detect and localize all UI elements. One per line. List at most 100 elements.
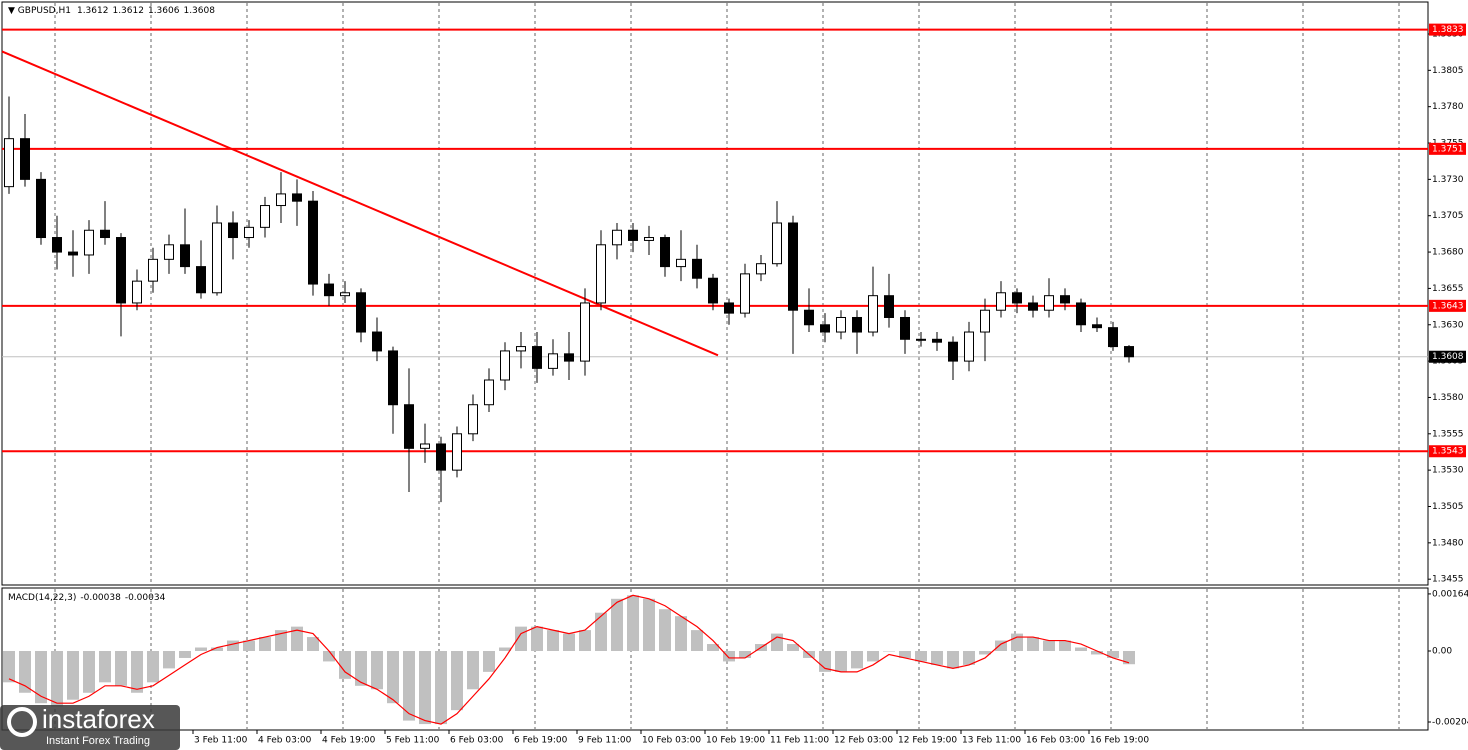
candle-body <box>580 302 590 362</box>
candle-body <box>148 258 158 282</box>
candle-body <box>164 244 174 260</box>
macd-bar <box>995 640 1007 651</box>
logo-box <box>0 705 180 750</box>
candle-body <box>436 443 446 471</box>
x-tick-label: 6 Feb 03:00 <box>450 736 504 746</box>
candle-body <box>1060 295 1070 304</box>
macd-bar <box>595 612 607 651</box>
macd-bar <box>947 650 959 669</box>
macd-bar <box>739 650 751 658</box>
macd-bar <box>899 650 911 658</box>
candle-body <box>884 295 894 318</box>
candle-body <box>36 178 46 239</box>
macd-title: MACD(14,22,3) <box>8 593 76 603</box>
macd-value: -0.00038 <box>80 593 121 603</box>
candle-body <box>916 338 926 341</box>
candle-body <box>132 280 142 304</box>
level-label: 1.3543 <box>1432 447 1464 457</box>
candle-body <box>484 379 494 406</box>
level-label-box <box>1429 142 1466 155</box>
candle-body <box>804 309 814 326</box>
candle-body <box>532 346 542 369</box>
macd-bar <box>547 630 559 651</box>
candle-body <box>852 316 862 333</box>
candle-body <box>756 263 766 275</box>
candle-body <box>292 193 302 202</box>
candle-body <box>836 316 846 333</box>
current-price-box <box>1429 350 1466 363</box>
x-tick-label: 12 Feb 19:00 <box>898 736 957 746</box>
macd-bar <box>931 650 943 665</box>
signal-line <box>8 594 1130 725</box>
macd-bar <box>275 630 287 651</box>
candle-body <box>468 404 478 435</box>
candle-body <box>340 292 350 297</box>
macd-bar <box>1059 640 1071 651</box>
candle-body <box>788 222 798 311</box>
signal-value: -0.00034 <box>125 593 166 603</box>
header-value: 1.3606 <box>148 6 180 16</box>
candle-body <box>180 244 190 268</box>
candle-body <box>708 277 718 304</box>
macd-bar <box>467 650 479 690</box>
y-tick-label: 1.3705 <box>1432 211 1464 221</box>
macd-bar <box>1107 650 1119 658</box>
macd-bar <box>243 640 255 651</box>
candle-body <box>20 138 30 180</box>
macd-bar <box>515 626 527 651</box>
macd-bar <box>483 650 495 672</box>
x-tick-label: 6 Feb 19:00 <box>514 736 568 746</box>
candle-body <box>452 433 462 471</box>
macd-bar <box>835 650 847 672</box>
candle-body <box>324 283 334 297</box>
x-tick-label: 4 Feb 19:00 <box>322 736 376 746</box>
candle-body <box>564 353 574 362</box>
candle-body <box>1108 327 1118 348</box>
macd-bar <box>99 650 111 683</box>
candle-body <box>596 244 606 304</box>
macd-frame <box>1 587 1429 731</box>
macd-bar <box>579 630 591 651</box>
logo-name: instaforex <box>42 704 155 734</box>
macd-bar <box>1075 647 1087 651</box>
candle-body <box>228 222 238 239</box>
candle-body <box>420 443 430 449</box>
candle-body <box>1076 302 1086 326</box>
macd-bar <box>1091 650 1103 655</box>
x-tick-label: 4 Feb 03:00 <box>258 736 312 746</box>
macd-bar <box>1043 640 1055 651</box>
macd-bar <box>163 650 175 669</box>
candle-body <box>868 295 878 333</box>
candle-body <box>276 193 286 207</box>
x-tick-label: 3 Feb 11:00 <box>194 736 248 746</box>
candle-body <box>388 350 398 406</box>
candle-body <box>900 316 910 340</box>
y-tick-label: 1.3530 <box>1432 466 1464 476</box>
macd-bar <box>227 640 239 651</box>
x-tick-label: 9 Feb 11:00 <box>578 736 632 746</box>
macd-bar <box>419 650 431 725</box>
candle-body <box>996 292 1006 311</box>
candle-body <box>660 237 670 268</box>
candle-body <box>1092 324 1102 329</box>
y-tick-label: 1.3780 <box>1432 102 1464 112</box>
macd-bar <box>563 633 575 651</box>
chart-header: ▼ GBPUSD,H1 1.3612 1.3612 1.3606 1.3608 <box>8 6 215 16</box>
level-label-box <box>1429 23 1466 36</box>
macd-bar <box>723 650 735 662</box>
level-label-box <box>1429 299 1466 312</box>
macd-bar <box>915 650 927 662</box>
macd-bar <box>435 650 447 725</box>
candle-body <box>1012 292 1022 304</box>
macd-bar <box>707 644 719 651</box>
y-tick-label: -0.00204 <box>1432 717 1468 727</box>
macd-bar <box>403 650 415 721</box>
x-tick-label: 5 Feb 11:00 <box>386 736 440 746</box>
candle-body <box>692 258 702 279</box>
level-label: 1.3643 <box>1432 301 1464 311</box>
candle-body <box>100 229 110 239</box>
macd-bar <box>307 637 319 651</box>
macd-bar <box>867 650 879 662</box>
macd-bar <box>627 595 639 651</box>
